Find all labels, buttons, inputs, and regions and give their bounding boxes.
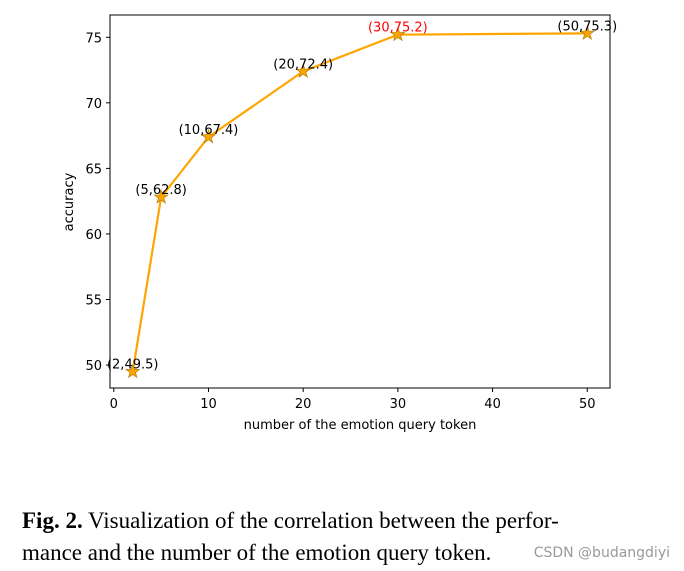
y-tick-label: 50 bbox=[85, 359, 102, 374]
data-label: (5,62.8) bbox=[135, 183, 187, 198]
data-point bbox=[153, 188, 169, 204]
data-point bbox=[124, 363, 141, 379]
x-tick-label: 50 bbox=[579, 397, 596, 412]
x-tick-label: 0 bbox=[110, 397, 118, 412]
y-tick-label: 75 bbox=[85, 31, 102, 46]
y-tick-label: 55 bbox=[85, 294, 102, 309]
x-tick-label: 10 bbox=[200, 397, 217, 412]
data-label: (2,49.5) bbox=[107, 358, 159, 373]
y-tick-label: 70 bbox=[85, 97, 102, 112]
y-tick-label: 65 bbox=[85, 162, 102, 177]
watermark: CSDN @budangdiyi bbox=[534, 545, 670, 561]
data-label: (50,75.3) bbox=[557, 19, 617, 34]
x-tick-label: 40 bbox=[484, 397, 501, 412]
caption: Fig. 2. Visualization of the correlation… bbox=[22, 508, 559, 533]
data-point bbox=[295, 63, 311, 78]
data-label: (30,75.2) bbox=[368, 21, 428, 36]
data-line bbox=[131, 32, 588, 372]
data-label: (10,67.4) bbox=[179, 123, 239, 138]
caption-line: Visualization of the correlation between… bbox=[88, 508, 559, 533]
x-axis-label: number of the emotion query token bbox=[244, 418, 477, 433]
caption-line: mance and the number of the emotion quer… bbox=[22, 540, 491, 565]
data-point bbox=[200, 128, 217, 144]
data-label: (20,72.4) bbox=[273, 57, 333, 72]
caption-label: Fig. 2. bbox=[22, 508, 83, 533]
data-point bbox=[390, 26, 406, 42]
plot-frame bbox=[109, 14, 611, 389]
y-tick-label: 60 bbox=[85, 228, 102, 243]
data-point bbox=[579, 25, 596, 40]
x-tick-label: 20 bbox=[295, 397, 312, 412]
x-tick-label: 30 bbox=[390, 397, 407, 412]
y-axis-label: accuracy bbox=[62, 172, 77, 231]
